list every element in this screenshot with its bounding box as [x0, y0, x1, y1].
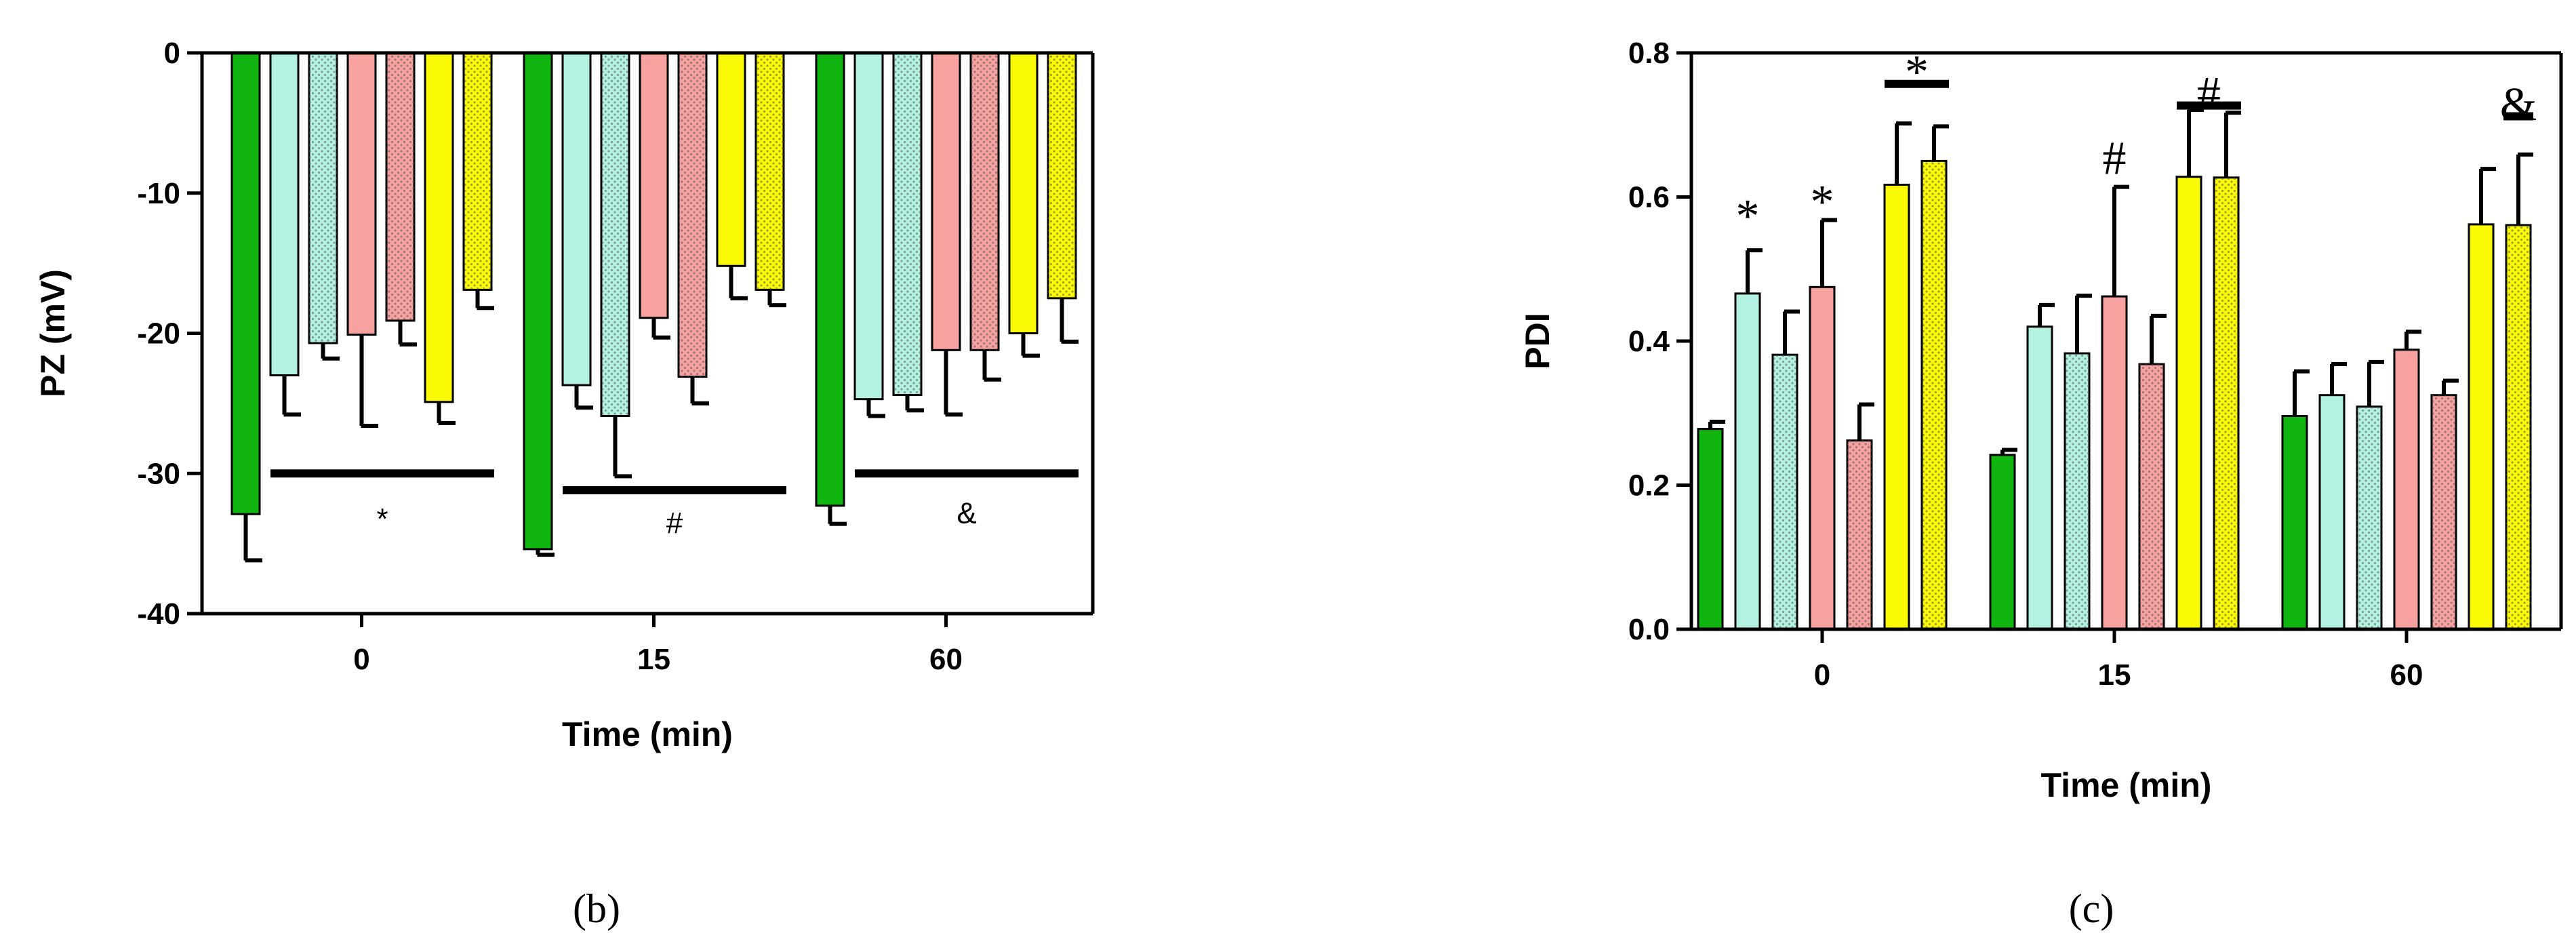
bar-dot-fill	[2432, 395, 2456, 629]
bar	[1734, 292, 1761, 631]
bar	[2175, 176, 2202, 631]
bar	[2281, 415, 2308, 631]
significance-marker: #	[666, 507, 683, 540]
y-tick-label: -30	[137, 457, 180, 490]
bar	[853, 52, 884, 401]
bar	[2101, 295, 2128, 631]
x-tick-label: 15	[637, 643, 670, 676]
y-tick-label: 0.4	[1628, 325, 1670, 358]
y-tick-label: 0.8	[1628, 37, 1670, 70]
bar	[1008, 52, 1039, 334]
bar	[1989, 454, 2016, 631]
bar-dot-fill	[1847, 440, 1872, 629]
bar	[716, 52, 746, 267]
y-axis-title: PDI	[1518, 313, 1556, 369]
bar	[1883, 183, 1910, 631]
bar-dot-fill	[679, 53, 706, 377]
bar	[230, 52, 261, 515]
significance-marker: *	[1811, 176, 1834, 228]
bar	[346, 52, 377, 336]
x-axis-title: Time (min)	[562, 715, 733, 753]
x-tick-label: 0	[353, 643, 369, 676]
y-tick-label: -10	[137, 177, 180, 210]
bar	[2468, 223, 2495, 631]
bar-dot-fill	[2139, 364, 2164, 629]
y-tick-label: 0	[164, 37, 180, 70]
bar	[1697, 428, 1724, 631]
bar-dot-fill	[1922, 161, 1946, 629]
y-tick-label: -20	[137, 317, 180, 351]
significance-marker: #	[2103, 133, 2127, 185]
bar-dot-fill	[2357, 406, 2381, 629]
panel-caption: (c)	[2069, 886, 2114, 931]
significance-marker: &	[2500, 79, 2537, 131]
y-tick-label: 0.6	[1628, 181, 1670, 214]
bar-dot-fill	[971, 53, 999, 351]
significance-marker: #	[2197, 68, 2221, 120]
x-tick-label: 15	[2098, 658, 2131, 692]
bar	[815, 52, 845, 507]
y-tick-label: 0.2	[1628, 469, 1670, 502]
significance-marker: *	[376, 502, 388, 536]
bar-dot-fill	[601, 53, 629, 416]
y-axis-title: PZ (mV)	[34, 269, 72, 397]
significance-marker: *	[1736, 191, 1760, 243]
bar-dot-fill	[893, 53, 921, 395]
bar	[561, 52, 592, 386]
y-tick-label: 0.0	[1628, 613, 1670, 646]
bar-dot-fill	[1773, 355, 1797, 629]
x-tick-label: 60	[929, 643, 963, 676]
bar-dot-fill	[2214, 177, 2238, 629]
bar	[2393, 349, 2420, 631]
bar	[2026, 325, 2053, 631]
bar	[2318, 394, 2346, 631]
bar-dot-fill	[309, 53, 337, 343]
chart-panel-c: 0.0 0.2 0.4 0.6 0.8 0 15 60 Time (min) PDI * * * # # & (…	[1518, 37, 2563, 931]
bar	[1809, 285, 1836, 631]
bar	[424, 52, 454, 403]
x-axis-title: Time (min)	[2041, 766, 2212, 804]
bar	[269, 52, 300, 377]
bar	[523, 52, 553, 551]
y-tick-label: -40	[137, 597, 180, 631]
x-tick-label: 60	[2390, 658, 2423, 692]
panel-caption: (b)	[573, 886, 620, 931]
bar-dot-fill	[2506, 224, 2531, 629]
significance-marker: &	[957, 497, 976, 530]
bar	[931, 52, 961, 351]
bar-dot-fill	[464, 53, 491, 290]
bar	[639, 52, 669, 319]
bar-dot-fill	[386, 53, 414, 321]
chart-panel-b: 0 -10 -20 -30 -40 0 15 60 Time (min) PZ (mV) * # & (b…	[34, 37, 1095, 931]
significance-marker: *	[1905, 46, 1929, 98]
bar-dot-fill	[2065, 353, 2089, 629]
x-tick-label: 0	[1814, 658, 1830, 692]
bar-dot-fill	[1048, 53, 1076, 298]
bar-dot-fill	[756, 53, 784, 290]
